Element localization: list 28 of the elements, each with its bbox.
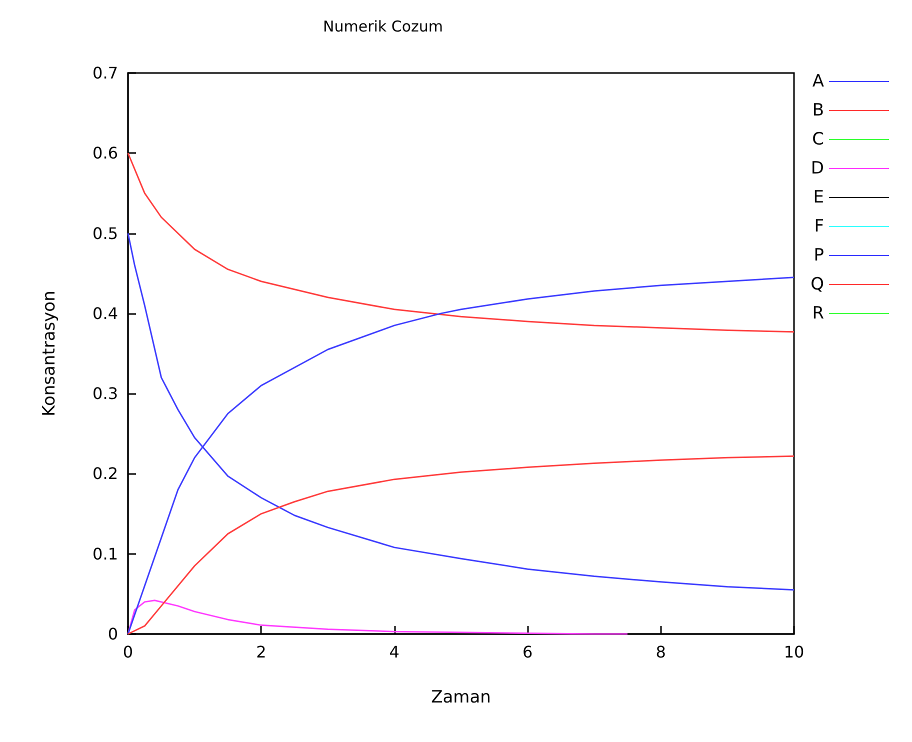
legend-label: E [813,188,824,208]
y-tick-label: 0.6 [92,144,118,163]
line-series [127,152,795,333]
x-axis-title: Zaman [431,688,491,708]
y-tick-label: 0.1 [92,544,118,564]
legend-label: B [812,100,824,120]
y-tick-label: 0.7 [92,64,118,82]
y-tick-label: 0.3 [92,384,118,404]
y-tick-label: 0 [108,624,118,644]
x-tick-label: 6 [522,642,533,662]
y-axis-title: Konsantrasyon [40,290,60,416]
legend-label: A [812,72,824,92]
legend-label: Q [810,274,824,294]
x-tick-label: 2 [256,642,266,662]
y-tick-label: 0.5 [92,224,118,243]
line-series [127,600,628,635]
x-tick-label: 4 [389,642,400,662]
legend-label: R [812,304,824,324]
y-tick-label: 0.2 [92,464,118,484]
legend-label: D [810,158,824,178]
legend-label: F [814,216,824,236]
x-tick-label: 8 [656,642,666,662]
legend-label: C [812,130,824,150]
y-tick-label: 0.4 [92,304,118,323]
chart-title: Numerik Cozum [323,18,443,36]
x-tick-label: 10 [784,642,804,662]
x-tick-label: 0 [122,642,134,662]
legend-label: P [814,246,824,266]
